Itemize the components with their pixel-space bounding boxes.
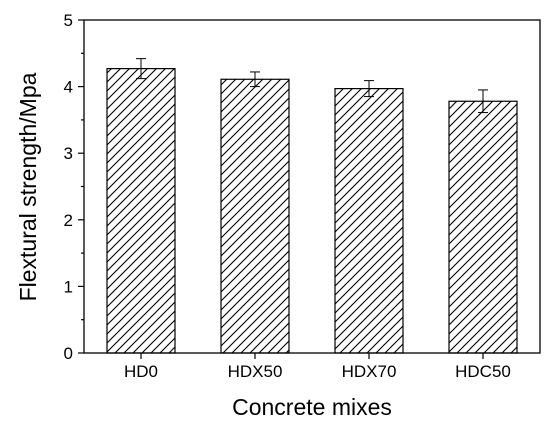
bars-group xyxy=(106,58,518,354)
bar-hdc50 xyxy=(448,100,518,354)
bar-hdx50 xyxy=(220,78,290,354)
y-tick-label: 2 xyxy=(64,211,73,230)
y-tick-label: 5 xyxy=(64,11,73,30)
y-tick-label: 3 xyxy=(64,144,73,163)
axes-group: HD0 HDX50 HDX70 HDC50 0 1 2 3 4 5 xyxy=(64,11,541,381)
x-tick-label: HDX50 xyxy=(228,362,283,381)
y-axis-title: Flextural strength/Mpa xyxy=(15,72,41,301)
x-axis-title: Concrete mixes xyxy=(232,394,392,420)
x-tick-label: HD0 xyxy=(124,362,158,381)
bar-hdx70 xyxy=(334,87,404,354)
y-tick-label: 1 xyxy=(64,277,73,296)
x-tick-label: HDC50 xyxy=(455,362,511,381)
bar-hd0 xyxy=(106,68,176,354)
y-tick-label: 0 xyxy=(64,344,73,363)
y-tick-label: 4 xyxy=(64,78,73,97)
x-tick-label: HDX70 xyxy=(342,362,397,381)
